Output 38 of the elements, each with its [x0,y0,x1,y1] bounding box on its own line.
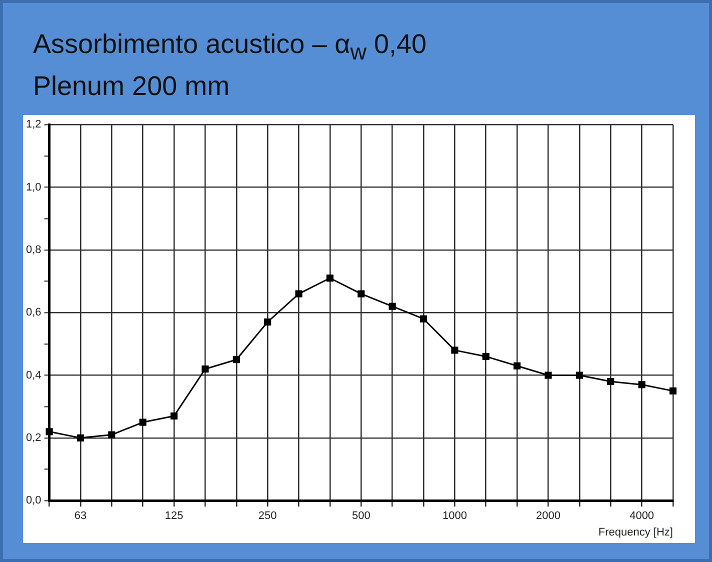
x-tick-label: 4000 [630,510,654,522]
x-axis-title: Frequency [Hz] [598,526,673,538]
chart-subtitle: Plenum 200 mm [33,71,230,102]
point [76,434,84,442]
y-tick-label: 1,2 [26,118,42,131]
point [482,352,490,360]
x-tick-label: 2000 [536,510,560,522]
point [451,346,458,354]
point [669,387,677,394]
point [264,318,272,326]
point [544,372,552,379]
point [576,372,583,379]
y-tick-label: 0,2 [26,432,42,444]
point [607,378,614,386]
x-tick-label: 500 [352,510,370,522]
x-tick-label: 1000 [442,510,467,522]
point [420,315,428,322]
point [170,412,178,420]
point [232,356,240,364]
y-tick-label: 0,0 [26,494,42,507]
point [202,365,209,373]
point [46,428,53,436]
point [326,274,334,282]
x-tick-label: 63 [74,510,87,522]
point [514,362,521,370]
point [388,302,396,310]
x-tick-label: 125 [164,510,184,522]
y-tick-label: 0,6 [26,306,42,319]
y-tick-label: 1,0 [26,181,42,194]
point [139,418,146,426]
point [358,290,365,298]
chart-title: Assorbimento acustico – α$_{w}$ 0,40 [33,29,427,66]
point [638,381,646,388]
point [295,290,302,298]
point [108,431,116,438]
y-tick-label: 0,4 [26,369,42,382]
x-tick-label: 250 [258,510,277,522]
y-tick-label: 0,8 [26,244,42,256]
